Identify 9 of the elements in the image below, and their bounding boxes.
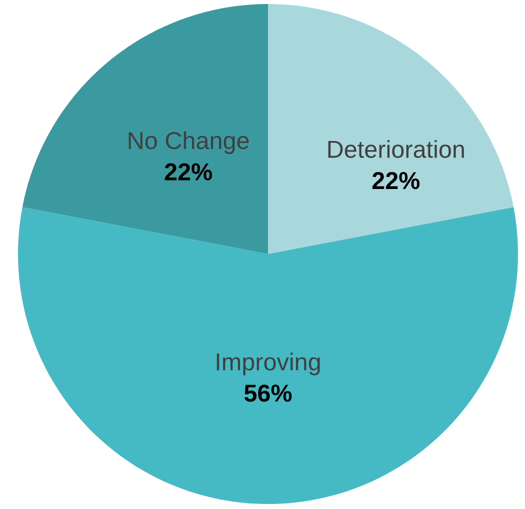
data-label: 56% — [244, 384, 292, 402]
data-label: 22% — [372, 172, 420, 190]
pie-slice — [18, 207, 518, 504]
pie-slice — [268, 4, 514, 254]
slice-label: No Change — [128, 131, 249, 154]
slice-label: Deterioration — [328, 140, 464, 158]
slice-label: Improving — [216, 352, 320, 376]
pie-slice — [22, 4, 268, 254]
data-label: 22% — [164, 163, 212, 180]
